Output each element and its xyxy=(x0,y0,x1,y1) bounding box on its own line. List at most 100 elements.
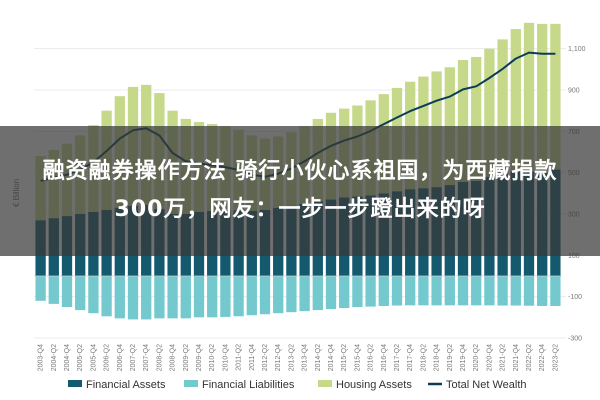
x-tick-label: 2010-Q4 xyxy=(222,344,229,371)
overlay-banner: 融资融券操作方法 骑行小伙心系祖国，为西藏捐款 300万，网友：一步一步蹬出来的… xyxy=(0,126,600,256)
bar-financial-liabilities xyxy=(352,276,363,307)
x-tick-label: 2003-Q4 xyxy=(38,344,45,371)
x-tick-label: 2021-Q4 xyxy=(513,344,520,371)
x-tick-label: 2009-Q2 xyxy=(183,344,190,371)
x-tick-label: 2022-Q2 xyxy=(526,344,533,371)
bar-financial-liabilities xyxy=(550,276,561,306)
legend-label: Financial Assets xyxy=(86,379,166,391)
x-tick-label: 2006-Q4 xyxy=(117,344,124,371)
bar-financial-liabilities xyxy=(61,276,73,307)
bar-housing-assets xyxy=(457,60,469,182)
x-tick-label: 2014-Q2 xyxy=(315,344,322,371)
bar-financial-liabilities xyxy=(497,276,508,306)
x-tick-label: 2021-Q2 xyxy=(500,344,507,371)
bar-financial-liabilities xyxy=(259,276,271,315)
bar-financial-liabilities xyxy=(339,276,350,309)
bar-housing-assets xyxy=(523,22,535,172)
bar-financial-liabilities xyxy=(154,276,165,319)
bar-financial-liabilities xyxy=(35,276,46,301)
bar-financial-liabilities xyxy=(299,276,310,312)
x-tick-label: 2012-Q2 xyxy=(262,344,269,371)
x-tick-label: 2020-Q4 xyxy=(486,344,493,371)
y-tick-label: 900 xyxy=(568,88,580,95)
x-tick-label: 2004-Q4 xyxy=(64,344,71,371)
bar-financial-liabilities xyxy=(193,276,205,318)
x-tick-label: 2020-Q2 xyxy=(473,344,480,371)
bar-financial-liabilities xyxy=(484,276,495,306)
y-tick-label: -300 xyxy=(568,336,582,343)
x-tick-label: 2007-Q2 xyxy=(130,344,137,371)
bar-financial-liabilities xyxy=(457,276,469,306)
bar-financial-liabilities xyxy=(114,276,125,319)
bar-financial-liabilities xyxy=(391,276,403,306)
legend-swatch xyxy=(318,380,332,387)
bar-financial-liabilities xyxy=(325,276,337,310)
bar-financial-liabilities xyxy=(220,276,231,317)
bar-financial-liabilities xyxy=(246,276,257,316)
bar-financial-liabilities xyxy=(88,276,99,314)
x-tick-label: 2015-Q4 xyxy=(354,344,361,371)
x-tick-label: 2015-Q2 xyxy=(341,344,348,371)
bar-financial-liabilities xyxy=(471,276,482,306)
x-tick-label: 2016-Q4 xyxy=(381,344,388,371)
bar-housing-assets xyxy=(510,29,521,172)
x-tick-label: 2011-Q4 xyxy=(249,344,256,371)
overlay-headline-line-2: 300万，网友：一步一步蹬出来的呀 xyxy=(114,197,486,222)
bar-housing-assets xyxy=(484,48,495,177)
bar-financial-liabilities xyxy=(378,276,389,306)
x-tick-label: 2013-Q2 xyxy=(288,344,295,371)
x-tick-label: 2018-Q2 xyxy=(420,344,427,371)
legend-swatch xyxy=(184,380,198,387)
bar-financial-liabilities xyxy=(365,276,376,307)
bar-financial-liabilities xyxy=(431,276,442,306)
x-tick-label: 2006-Q2 xyxy=(104,344,111,371)
bar-financial-liabilities xyxy=(167,276,178,319)
legend-label: Housing Assets xyxy=(336,379,412,391)
bar-housing-assets xyxy=(550,23,561,170)
x-tick-label: 2005-Q4 xyxy=(90,344,97,371)
x-tick-label: 2004-Q2 xyxy=(51,344,58,371)
bar-financial-liabilities xyxy=(510,276,521,306)
x-tick-label: 2008-Q4 xyxy=(170,344,177,371)
bar-housing-assets xyxy=(537,23,548,173)
x-tick-label: 2022-Q4 xyxy=(539,344,546,371)
legend-label: Financial Liabilities xyxy=(202,379,295,391)
bar-financial-liabilities xyxy=(207,276,218,318)
bar-financial-liabilities xyxy=(537,276,548,306)
legend-label: Total Net Wealth xyxy=(446,379,527,391)
bar-financial-liabilities xyxy=(233,276,244,317)
x-tick-label: 2019-Q4 xyxy=(460,344,467,371)
x-tick-label: 2011-Q2 xyxy=(236,344,243,371)
x-tick-label: 2010-Q2 xyxy=(209,344,216,371)
bar-financial-liabilities xyxy=(101,276,112,317)
bar-housing-assets xyxy=(497,39,508,174)
legend-swatch xyxy=(68,380,82,387)
x-tick-label: 2017-Q2 xyxy=(394,344,401,371)
bar-financial-liabilities xyxy=(141,276,152,320)
bar-financial-liabilities xyxy=(444,276,455,306)
overlay-headline-line-1: 融资融券操作方法 骑行小伙心系祖国，为西藏捐款 xyxy=(42,159,558,184)
bar-financial-liabilities xyxy=(312,276,323,311)
bar-financial-liabilities xyxy=(405,276,416,306)
x-tick-label: 2007-Q4 xyxy=(143,344,150,371)
bar-financial-liabilities xyxy=(180,276,191,319)
x-tick-label: 2017-Q4 xyxy=(407,344,414,371)
x-tick-label: 2005-Q2 xyxy=(77,344,84,371)
x-tick-label: 2014-Q4 xyxy=(328,344,335,371)
x-tick-label: 2023-Q2 xyxy=(552,344,559,371)
x-tick-label: 2009-Q4 xyxy=(196,344,203,371)
y-tick-label: 100 xyxy=(568,253,580,260)
bar-financial-liabilities xyxy=(127,276,139,320)
x-tick-label: 2013-Q4 xyxy=(302,344,309,371)
x-tick-label: 2008-Q2 xyxy=(156,344,163,371)
bar-financial-liabilities xyxy=(418,276,429,306)
bar-financial-liabilities xyxy=(75,276,86,311)
x-tick-label: 2019-Q2 xyxy=(447,344,454,371)
x-tick-label: 2012-Q4 xyxy=(275,344,282,371)
x-tick-label: 2016-Q2 xyxy=(368,344,375,371)
bar-financial-liabilities xyxy=(273,276,284,314)
y-tick-label: 1,100 xyxy=(568,46,586,53)
y-tick-label: -100 xyxy=(568,294,582,301)
bar-financial-liabilities xyxy=(286,276,297,313)
bar-housing-assets xyxy=(471,56,482,181)
